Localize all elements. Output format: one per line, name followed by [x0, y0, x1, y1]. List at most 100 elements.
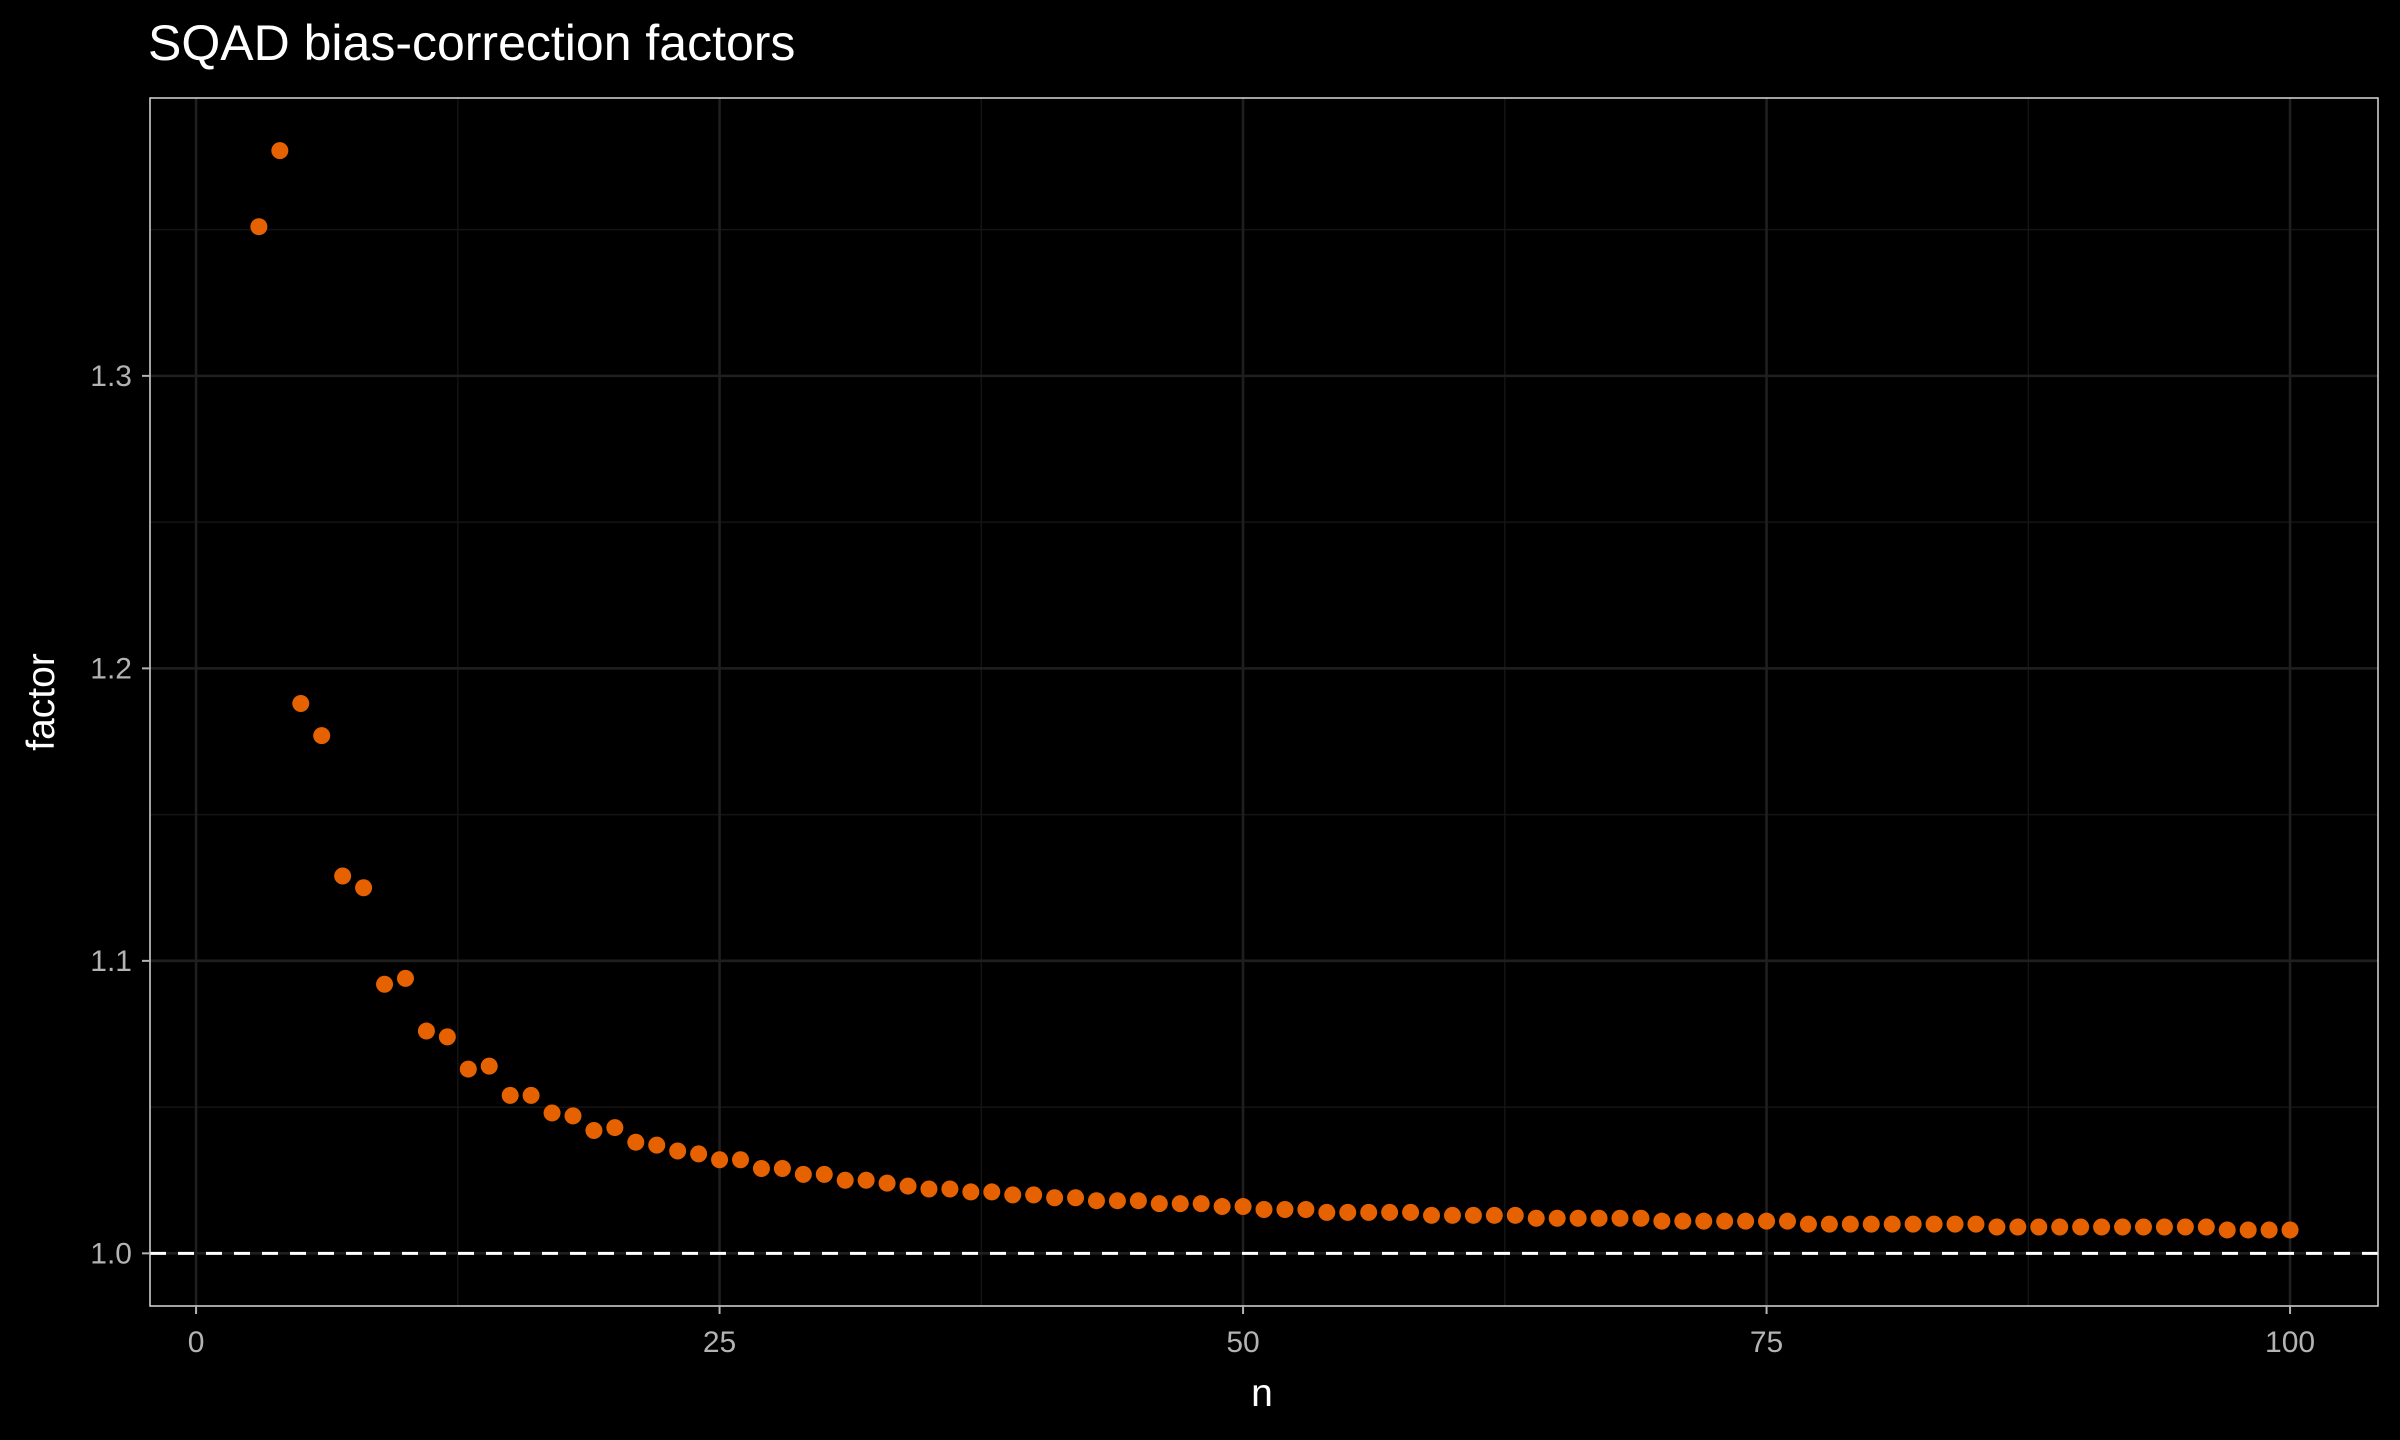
data-point: [1234, 1198, 1252, 1216]
data-point: [1548, 1209, 1566, 1227]
data-point: [2134, 1218, 2152, 1236]
data-point: [1485, 1206, 1503, 1224]
data-point: [815, 1165, 833, 1183]
data-point: [606, 1119, 624, 1137]
data-point: [292, 694, 310, 712]
data-point: [1778, 1212, 1796, 1230]
data-point: [2093, 1218, 2111, 1236]
chart-title: SQAD bias-correction factors: [148, 15, 795, 71]
plot-panel: [150, 98, 2378, 1306]
x-tick-label: 0: [188, 1326, 205, 1359]
x-axis: 0 25 50 75 100: [188, 1306, 2315, 1359]
y-axis-title: factor: [20, 653, 63, 751]
data-point: [1716, 1212, 1734, 1230]
x-tick-label: 25: [703, 1326, 736, 1359]
data-point: [1569, 1209, 1587, 1227]
data-point: [1192, 1195, 1210, 1213]
data-point: [480, 1057, 498, 1075]
data-point: [313, 727, 331, 745]
data-point: [1841, 1215, 1859, 1233]
data-point: [2218, 1221, 2236, 1239]
data-point: [1632, 1209, 1650, 1227]
data-point: [459, 1060, 477, 1078]
data-point: [2009, 1218, 2027, 1236]
data-point: [417, 1022, 435, 1040]
data-point: [1129, 1192, 1147, 1210]
data-point: [1381, 1203, 1399, 1221]
data-point: [334, 867, 352, 885]
data-point: [627, 1133, 645, 1151]
data-point: [1653, 1212, 1671, 1230]
minor-gridlines: [150, 98, 2378, 1306]
data-point: [1883, 1215, 1901, 1233]
x-axis-title: n: [1251, 1372, 1273, 1415]
data-point: [1527, 1209, 1545, 1227]
data-point: [2072, 1218, 2090, 1236]
data-point: [857, 1171, 875, 1189]
data-point: [2030, 1218, 2048, 1236]
data-point: [773, 1160, 791, 1178]
data-point: [2155, 1218, 2173, 1236]
data-point: [1046, 1189, 1064, 1207]
data-point: [1758, 1212, 1776, 1230]
data-point: [1799, 1215, 1817, 1233]
data-point: [250, 218, 268, 236]
data-point: [1611, 1209, 1629, 1227]
data-point: [1946, 1215, 1964, 1233]
data-point: [2197, 1218, 2215, 1236]
y-tick-label: 1.0: [90, 1237, 132, 1270]
data-point: [1297, 1200, 1315, 1218]
data-point: [1255, 1200, 1273, 1218]
data-point: [1820, 1215, 1838, 1233]
data-point: [2239, 1221, 2257, 1239]
data-point: [1862, 1215, 1880, 1233]
data-point: [355, 879, 373, 897]
y-tick-label: 1.3: [90, 360, 132, 393]
y-axis: 1.0 1.1 1.2 1.3: [90, 360, 150, 1270]
data-point: [732, 1151, 750, 1169]
data-point: [1025, 1186, 1043, 1204]
data-point: [669, 1142, 687, 1160]
data-point: [648, 1136, 666, 1154]
data-point: [1067, 1189, 1085, 1207]
data-point: [1318, 1203, 1336, 1221]
x-tick-label: 50: [1226, 1326, 1259, 1359]
data-point: [1004, 1186, 1022, 1204]
data-point: [1423, 1206, 1441, 1224]
data-point: [2281, 1221, 2299, 1239]
data-point: [376, 975, 394, 993]
data-point: [878, 1174, 896, 1192]
data-point: [836, 1171, 854, 1189]
data-point: [941, 1180, 959, 1198]
data-point: [1150, 1195, 1168, 1213]
data-point: [396, 969, 414, 987]
data-point: [1108, 1192, 1126, 1210]
data-point: [543, 1104, 561, 1122]
data-point: [1506, 1206, 1524, 1224]
data-point: [794, 1165, 812, 1183]
data-point: [899, 1177, 917, 1195]
data-point: [1967, 1215, 1985, 1233]
data-point: [752, 1160, 770, 1178]
data-point: [1339, 1203, 1357, 1221]
data-point: [1213, 1198, 1231, 1216]
data-point: [2114, 1218, 2132, 1236]
data-point: [1087, 1192, 1105, 1210]
data-points: [250, 142, 2299, 1239]
data-point: [1590, 1209, 1608, 1227]
data-point: [983, 1183, 1001, 1201]
x-tick-label: 100: [2265, 1326, 2315, 1359]
data-point: [501, 1086, 519, 1104]
y-tick-label: 1.2: [90, 652, 132, 685]
data-point: [1904, 1215, 1922, 1233]
data-point: [1443, 1206, 1461, 1224]
data-point: [1674, 1212, 1692, 1230]
data-point: [1171, 1195, 1189, 1213]
data-point: [962, 1183, 980, 1201]
data-point: [585, 1122, 603, 1140]
data-point: [522, 1086, 540, 1104]
data-point: [1464, 1206, 1482, 1224]
data-point: [2176, 1218, 2194, 1236]
y-tick-label: 1.1: [90, 945, 132, 978]
